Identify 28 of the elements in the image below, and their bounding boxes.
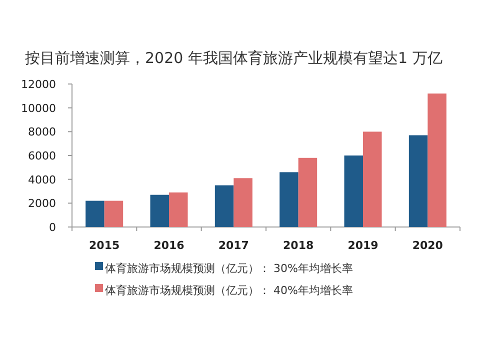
bar (344, 156, 363, 227)
x-tick-label: 2015 (89, 239, 120, 252)
bar (363, 132, 382, 227)
y-tick-label: 10000 (21, 102, 56, 115)
bar (86, 200, 104, 227)
x-tick-label: 2020 (412, 239, 444, 252)
bar (214, 185, 234, 227)
bar (428, 94, 446, 227)
bar (408, 135, 428, 227)
y-tick-label: 12000 (21, 78, 56, 91)
x-tick-label: 2016 (154, 239, 185, 252)
x-tick-label: 2019 (348, 239, 378, 252)
bar (104, 200, 124, 227)
bar (234, 178, 252, 227)
chart-title: 按目前增速测算，2020 年我国体育旅游产业规模有望达1 万亿 (25, 49, 442, 67)
y-tick-label: 4000 (28, 173, 56, 186)
y-tick-label: 0 (49, 221, 56, 234)
y-tick-label: 6000 (28, 150, 56, 162)
bar (169, 192, 188, 227)
y-tick-label: 8000 (28, 126, 56, 139)
bar (280, 172, 298, 227)
bar (150, 194, 169, 227)
legend-label: 体育旅游市场规模预测（亿元）： 40%年均增长率 (105, 284, 353, 297)
y-tick-label: 2000 (28, 197, 56, 210)
bar (298, 158, 318, 227)
legend-label: 体育旅游市场规模预测（亿元）： 30%年均增长率 (105, 262, 353, 275)
x-tick-label: 2017 (218, 239, 249, 252)
x-tick-label: 2018 (283, 239, 314, 252)
